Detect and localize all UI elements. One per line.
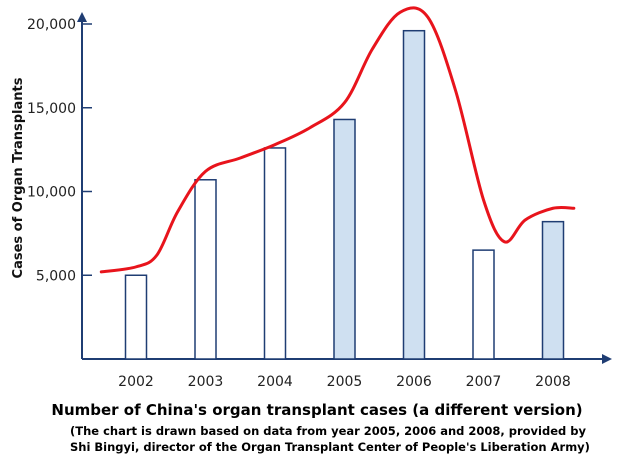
x-tick-label: 2008	[535, 374, 571, 390]
y-tick-label: 20,000	[27, 17, 76, 33]
y-axis-arrow-icon	[77, 12, 87, 22]
bar-2006	[402, 29, 426, 360]
y-tick-label: 5,000	[36, 268, 76, 284]
bar-2008	[541, 220, 565, 360]
chart-title: Number of China's organ transplant cases…	[51, 401, 583, 419]
y-axis-title: Cases of Organ Transplants	[11, 77, 26, 278]
bar-2002	[124, 274, 148, 360]
x-tick-label: 2005	[327, 374, 363, 390]
x-tick-label: 2007	[466, 374, 502, 390]
x-tick-label: 2004	[257, 374, 293, 390]
x-axis-arrow-icon	[602, 354, 612, 364]
y-tick-label: 15,000	[27, 101, 76, 117]
trend-line-group	[99, 6, 576, 274]
chart: 5,000 10,000 15,000 20,000 2002 2003 2004 2005 2…	[11, 6, 612, 390]
bar-2004	[263, 147, 287, 360]
chart-subtitle: (The chart is drawn based on data from y…	[70, 424, 590, 454]
bar-2005	[333, 118, 356, 360]
x-tick-label: 2006	[396, 374, 432, 390]
bars	[124, 29, 565, 360]
bar-2003	[194, 179, 217, 360]
y-tick-label: 10,000	[27, 185, 76, 201]
x-tick-label: 2002	[118, 374, 154, 390]
x-tick-label: 2003	[188, 374, 224, 390]
tick-labels: 5,000 10,000 15,000 20,000 2002 2003 2004 2005 2…	[27, 17, 571, 390]
bar-2007	[472, 249, 495, 360]
trend-line	[99, 6, 576, 274]
